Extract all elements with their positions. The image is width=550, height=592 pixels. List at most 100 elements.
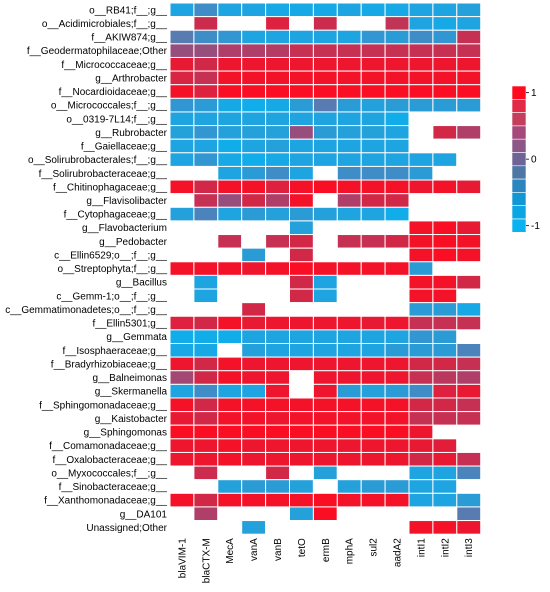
heatmap-cell (408, 193, 434, 208)
heatmap-cell (169, 451, 195, 467)
heatmap-cell (408, 179, 434, 195)
heatmap-cell (336, 315, 362, 331)
heatmap-cell (384, 179, 410, 195)
heatmap-cell (336, 84, 362, 99)
heatmap-cell (336, 16, 362, 31)
heatmap-cell (432, 288, 458, 304)
heatmap-cell (169, 16, 195, 31)
heatmap-cell (169, 220, 195, 236)
heatmap-cell (360, 2, 386, 18)
heatmap-cell (432, 16, 458, 31)
heatmap-cell (408, 411, 434, 426)
heatmap-cell (265, 438, 291, 453)
heatmap-cell (336, 424, 362, 440)
heatmap-cell (265, 56, 291, 72)
heatmap-cell (312, 315, 338, 331)
heatmap-cell (384, 206, 410, 222)
heatmap-cell (217, 356, 243, 372)
heatmap-cell (241, 179, 267, 195)
column-label: tetO (297, 538, 308, 557)
row-label: f__Comamonadaceae;g__ (49, 441, 167, 452)
heatmap-cell (217, 165, 243, 181)
colorbar-swatch (511, 125, 527, 140)
heatmap-cell (336, 138, 362, 154)
heatmap-cell (265, 329, 291, 345)
heatmap-cell (169, 315, 195, 331)
row-label: f__AKIW874;g__ (91, 33, 167, 44)
heatmap-cell (312, 479, 338, 494)
heatmap-cell (384, 70, 410, 86)
row-label: g__Kaistobacter (95, 414, 168, 425)
heatmap-cell (456, 424, 482, 440)
heatmap-cell (241, 84, 267, 99)
colorbar-swatch (511, 99, 527, 113)
heatmap-cell (456, 397, 482, 413)
heatmap-cell (456, 479, 482, 494)
heatmap-cell (336, 343, 362, 358)
heatmap-cell (265, 492, 291, 508)
row-label: g__Gemmata (106, 332, 167, 343)
heatmap-cell (265, 274, 291, 290)
heatmap-cell (289, 343, 314, 358)
heatmap-cell (241, 193, 267, 208)
heatmap-cell (360, 465, 386, 481)
heatmap-cell (360, 206, 386, 222)
heatmap-cell (432, 465, 458, 481)
column-label: MecA (225, 538, 236, 564)
heatmap-cell (241, 247, 267, 263)
heatmap-cell (312, 2, 338, 18)
heatmap-cell (360, 343, 386, 358)
heatmap-cell (384, 424, 410, 440)
heatmap-cell (336, 97, 362, 113)
row-label: Unassigned;Other (86, 523, 167, 534)
heatmap-cell (217, 343, 243, 358)
heatmap-cell (360, 111, 386, 127)
heatmap-cell (384, 438, 410, 453)
heatmap-cell (193, 2, 219, 18)
heatmap-cell (169, 288, 195, 304)
heatmap-cell (360, 370, 386, 385)
heatmap-cell (384, 520, 410, 535)
heatmap-cell (408, 397, 434, 413)
heatmap-cell (312, 343, 338, 358)
heatmap-cell (169, 356, 195, 372)
heatmap-cell (456, 125, 482, 140)
heatmap-cell (384, 29, 410, 45)
heatmap-cell (289, 111, 314, 127)
heatmap-cell (384, 220, 410, 236)
heatmap-cell (217, 179, 243, 195)
heatmap-cell (456, 261, 482, 276)
heatmap-cell (169, 2, 195, 18)
heatmap-cell (456, 2, 482, 18)
row-label: f__Sinobacteraceae;g__ (59, 482, 168, 493)
heatmap-cell (456, 16, 482, 31)
heatmap-cell (336, 234, 362, 249)
heatmap-cell (265, 451, 291, 467)
heatmap-cell (408, 16, 434, 31)
row-label: f__Gaiellaceae;g__ (81, 142, 168, 153)
heatmap-cell (241, 302, 267, 317)
heatmap-cell (265, 138, 291, 154)
heatmap-cell (265, 111, 291, 127)
heatmap-cell (289, 451, 314, 467)
heatmap-cell (217, 492, 243, 508)
row-label: f__Bradyrhizobiaceae;g__ (51, 359, 168, 370)
heatmap-cell (289, 288, 314, 304)
heatmap-cell (265, 479, 291, 494)
heatmap-cell (408, 492, 434, 508)
heatmap-cell (169, 152, 195, 167)
heatmap-cell (193, 343, 219, 358)
colorbar-tick-label: 0 (531, 155, 537, 166)
heatmap-cell (193, 397, 219, 413)
row-label: f__Chitinophagaceae;g__ (53, 182, 167, 193)
heatmap-cell (289, 220, 314, 236)
column-label: intI2 (440, 538, 451, 557)
heatmap-cell (408, 125, 434, 140)
heatmap-cell (408, 206, 434, 222)
row-label: c__Ellin6529;o__;f__;g__ (54, 250, 167, 261)
heatmap-cell (241, 383, 267, 399)
heatmap-cell (289, 2, 314, 18)
heatmap-cell (169, 343, 195, 358)
heatmap-cell (408, 138, 434, 154)
heatmap-cell (336, 56, 362, 72)
